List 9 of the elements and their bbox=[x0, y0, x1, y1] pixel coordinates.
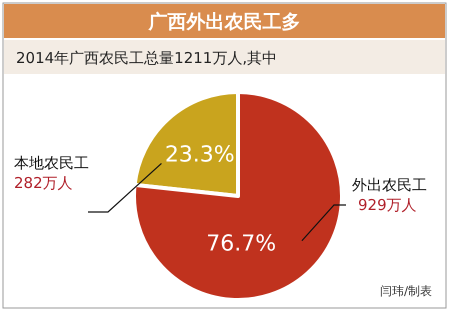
chart-title: 广西外出农民工多 bbox=[148, 11, 300, 33]
text: 929万人 bbox=[358, 196, 417, 214]
slice-label: 外出农民工 bbox=[352, 176, 427, 194]
data-label: 23.3% bbox=[164, 142, 235, 168]
slice-label: 本地农民工 bbox=[14, 154, 89, 172]
text: 闫玮/制表 bbox=[380, 284, 432, 298]
text: 282万人 bbox=[14, 174, 73, 192]
data-label: 76.7% bbox=[206, 232, 276, 257]
chart-subtitle: 2014年广西农民工总量1211万人,其中 bbox=[16, 49, 278, 67]
